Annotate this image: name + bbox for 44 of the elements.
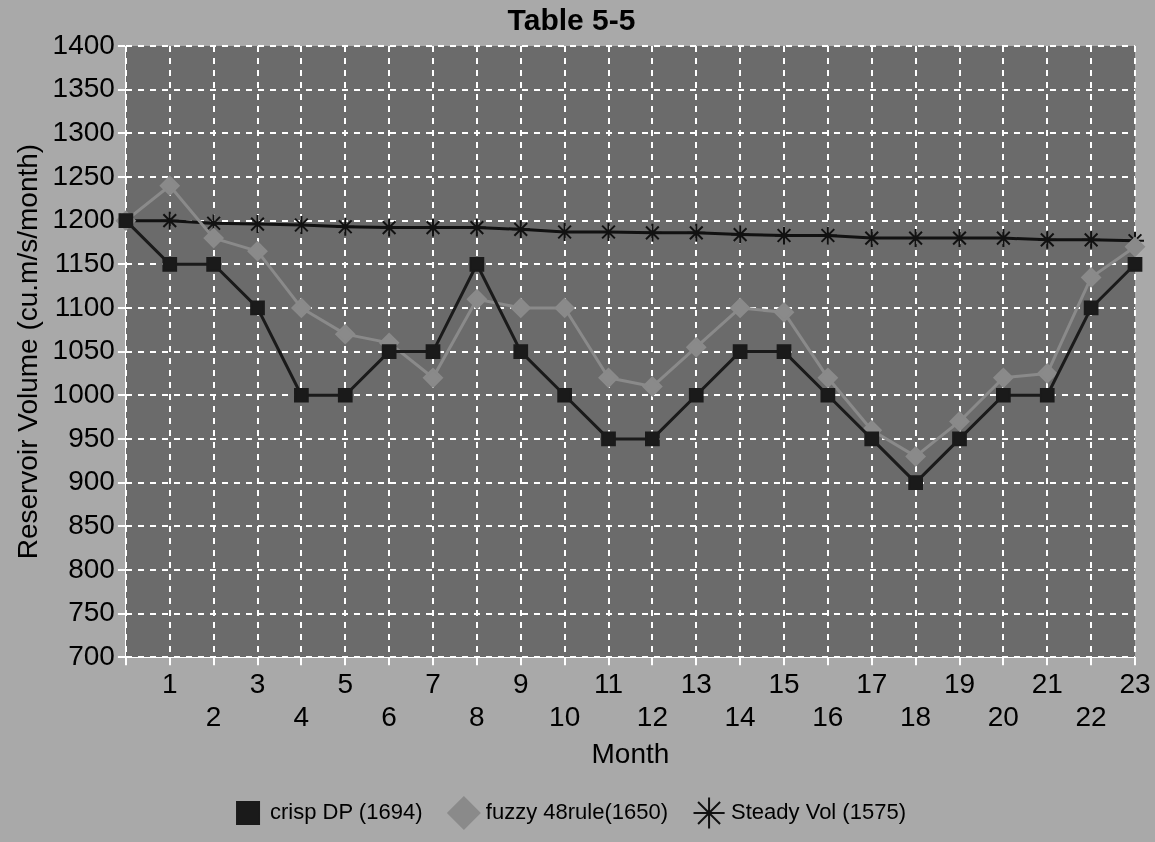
y-tick-label: 1400 — [52, 28, 115, 60]
x-tick-label: 1 — [161, 667, 178, 699]
y-tick-label: 1000 — [52, 377, 115, 409]
y-tick-label: 850 — [68, 508, 115, 540]
y-tick-label: 900 — [68, 465, 115, 497]
x-tick-label: 13 — [680, 667, 712, 699]
y-tick-label: 1350 — [52, 72, 115, 104]
x-tick-label: 17 — [856, 667, 888, 699]
y-tick-label: 750 — [68, 596, 115, 628]
y-tick-label: 1100 — [54, 290, 115, 322]
x-tick-label: 23 — [1119, 667, 1151, 699]
y-tick-label: 1250 — [52, 159, 115, 191]
x-tick-label: 8 — [469, 701, 485, 733]
x-tick-label: 10 — [549, 701, 581, 733]
x-tick-label: 9 — [512, 667, 529, 699]
x-tick-label: 12 — [636, 701, 668, 733]
x-tick-label: 3 — [249, 667, 266, 699]
x-tick-label: 5 — [337, 667, 354, 699]
y-tick-label: 1300 — [52, 116, 115, 148]
legend-label: fuzzy 48rule(1650) — [485, 799, 669, 825]
x-tick-label: 19 — [943, 667, 976, 699]
legend-label: crisp DP (1694) — [270, 799, 423, 825]
x-tick-label: 18 — [900, 701, 932, 733]
y-axis-title: Reservoir Volume (cu.m/s/month) — [11, 143, 43, 560]
x-tick-label: 4 — [293, 701, 310, 733]
y-tick-label: 950 — [68, 421, 115, 453]
y-tick-label: 800 — [68, 552, 115, 584]
x-tick-label: 15 — [768, 667, 800, 699]
y-tick-label: 1200 — [52, 203, 115, 235]
x-tick-label: 20 — [987, 701, 1019, 733]
x-tick-label: 14 — [724, 701, 756, 733]
x-axis-title: Month — [591, 737, 670, 769]
x-tick-label: 11 — [593, 667, 624, 699]
legend-label: Steady Vol (1575) — [731, 799, 906, 825]
x-tick-label: 6 — [381, 701, 397, 733]
y-tick-label: 700 — [68, 639, 115, 671]
y-tick-label: 1150 — [54, 247, 115, 278]
x-tick-label: 2 — [205, 701, 222, 733]
x-tick-label: 7 — [425, 667, 441, 699]
x-tick-label: 21 — [1031, 667, 1063, 699]
x-tick-label: 16 — [812, 701, 844, 733]
x-tick-label: 22 — [1075, 701, 1107, 733]
y-tick-label: 1050 — [52, 334, 115, 366]
chart-title: Table 5-5 — [507, 3, 636, 37]
